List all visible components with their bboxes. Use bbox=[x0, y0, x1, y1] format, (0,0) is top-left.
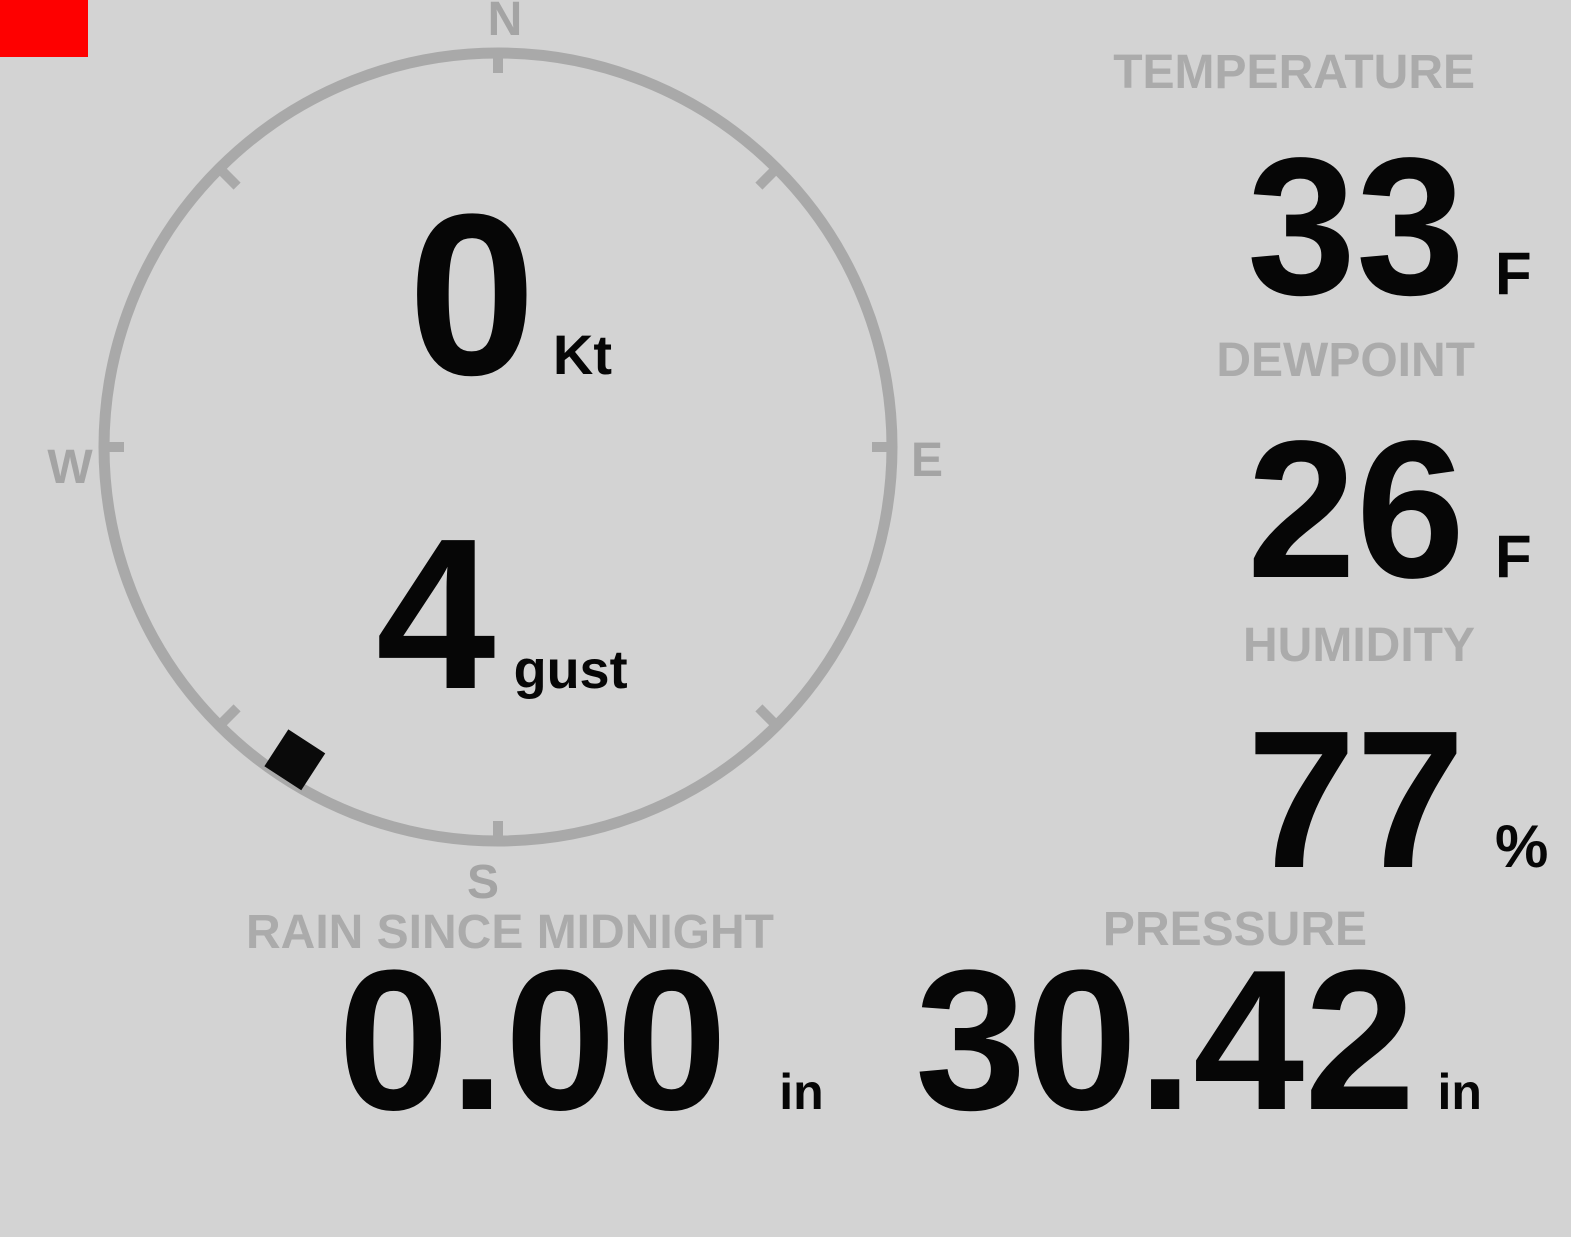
compass-label-south: S bbox=[466, 856, 499, 909]
humidity-block: HUMIDITY 77 % bbox=[865, 622, 1548, 898]
wind-speed-value: 0 bbox=[408, 166, 536, 423]
dewpoint-unit: F bbox=[1495, 523, 1532, 590]
dewpoint-block: DEWPOINT 26 F bbox=[865, 337, 1532, 608]
compass-label-north: N bbox=[487, 0, 523, 46]
wind-compass-dial bbox=[98, 47, 898, 847]
rain-number: 0.00 bbox=[338, 929, 728, 1152]
dewpoint-value: 26 F bbox=[865, 412, 1532, 608]
alert-indicator bbox=[0, 0, 88, 57]
humidity-value: 77 % bbox=[865, 702, 1548, 898]
temperature-label: TEMPERATURE bbox=[1113, 46, 1475, 99]
humidity-number: 77 bbox=[1246, 690, 1465, 909]
wind-gust: 4 gust bbox=[376, 506, 628, 721]
wind-direction-marker bbox=[264, 729, 326, 791]
pressure-number: 30.42 bbox=[915, 929, 1416, 1152]
temperature-block: TEMPERATURE 33 F bbox=[865, 49, 1532, 325]
wind-speed-unit: Kt bbox=[552, 323, 613, 386]
rain-unit: in bbox=[779, 1064, 824, 1120]
humidity-unit: % bbox=[1495, 813, 1549, 880]
wind-gust-value: 4 bbox=[376, 493, 496, 734]
temperature-unit: F bbox=[1495, 240, 1532, 307]
dewpoint-label: DEWPOINT bbox=[1216, 334, 1475, 387]
humidity-label: HUMIDITY bbox=[1243, 619, 1475, 672]
pressure-label: PRESSURE bbox=[1102, 903, 1367, 956]
rain-label: RAIN SINCE MIDNIGHT bbox=[246, 906, 774, 959]
compass-label-west: W bbox=[47, 441, 93, 494]
dewpoint-number: 26 bbox=[1246, 400, 1465, 619]
pressure-unit: in bbox=[1437, 1064, 1482, 1120]
pressure-value: 30.42 in bbox=[915, 941, 1482, 1141]
wind-speed: 0 Kt bbox=[408, 180, 612, 410]
compass-tick-marks bbox=[104, 53, 892, 841]
wind-gust-unit: gust bbox=[513, 640, 628, 700]
temperature-number: 33 bbox=[1246, 117, 1465, 336]
temperature-value: 33 F bbox=[865, 129, 1532, 325]
rain-value: 0.00 in bbox=[338, 941, 824, 1141]
compass-label-east: E bbox=[910, 434, 943, 487]
